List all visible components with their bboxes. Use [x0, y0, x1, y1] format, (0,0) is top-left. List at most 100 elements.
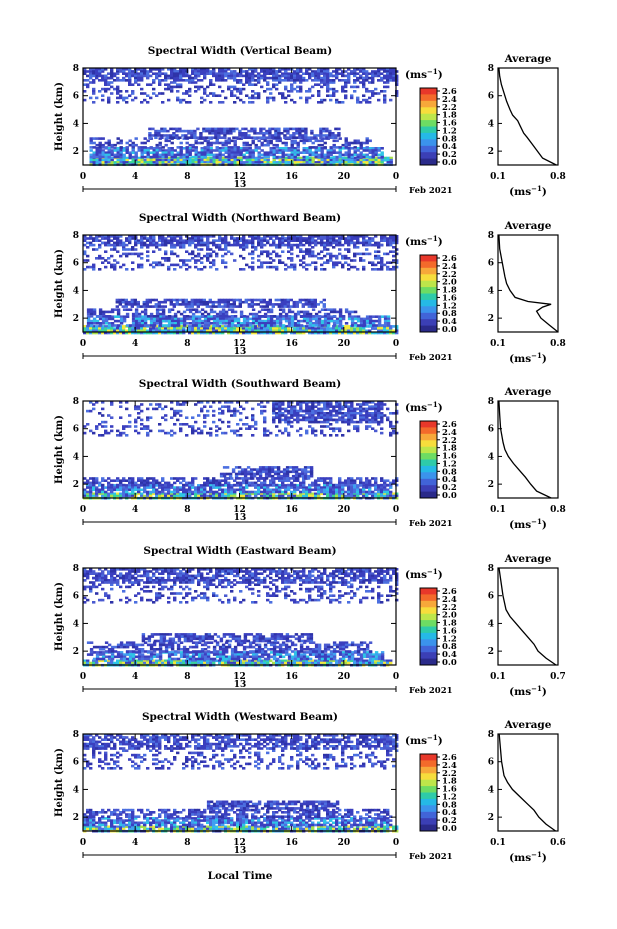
heatmap-cell	[350, 492, 354, 496]
heatmap-cell	[245, 79, 249, 82]
heatmap-cell	[347, 151, 351, 154]
heatmap-cell	[101, 98, 105, 102]
heatmap-cell	[365, 87, 369, 91]
heatmap-cell	[215, 324, 220, 327]
heatmap-cell	[110, 81, 114, 84]
heatmap-cell	[286, 129, 290, 133]
heatmap-cell	[371, 319, 376, 323]
heatmap-cell	[131, 494, 135, 498]
heatmap-cell	[148, 300, 152, 304]
heatmap-cell	[101, 74, 105, 78]
heatmap-cell	[221, 494, 225, 498]
heatmap-cell	[251, 490, 255, 494]
heatmap-cell	[257, 79, 261, 82]
heatmap-cell	[230, 317, 235, 321]
heatmap-cell	[242, 268, 246, 271]
heatmap-cell	[320, 263, 324, 267]
heatmap-cell	[353, 161, 357, 164]
heatmap-cell	[128, 324, 133, 327]
heatmap-cell	[95, 158, 99, 162]
heatmap-cell	[356, 79, 360, 82]
heatmap-cell	[176, 331, 180, 335]
heatmap-cell	[389, 74, 393, 78]
heatmap-cell	[338, 327, 342, 330]
heatmap-cell	[236, 488, 240, 492]
heatmap-cell	[95, 96, 99, 100]
heatmap-cell	[253, 132, 257, 135]
heatmap-cell	[292, 132, 296, 135]
heatmap-cell	[302, 149, 306, 152]
heatmap-cell	[380, 158, 384, 162]
heatmap-cell	[134, 72, 138, 75]
heatmap-cell	[161, 315, 166, 318]
heatmap-cell	[266, 155, 270, 159]
heatmap-cell	[359, 317, 364, 321]
heatmap-cell	[131, 155, 135, 159]
heatmap-cell	[146, 155, 150, 159]
heatmap-cell	[386, 243, 390, 247]
heatmap-cell	[113, 248, 117, 251]
heatmap-cell	[290, 151, 294, 154]
heatmap-cell	[251, 250, 255, 253]
heatmap-cell	[299, 324, 304, 327]
heatmap-cell	[107, 143, 111, 147]
heatmap-cell	[224, 72, 228, 75]
heatmap-cell	[263, 155, 267, 159]
heatmap-cell	[341, 263, 345, 267]
heatmap-cell	[278, 484, 282, 487]
heatmap-cell	[293, 327, 297, 330]
heatmap-cell	[392, 492, 396, 496]
heatmap-cell	[260, 315, 265, 318]
heatmap-cell	[185, 70, 189, 73]
heatmap-cell	[272, 158, 276, 162]
heatmap-cell	[284, 79, 288, 82]
heatmap-cell	[314, 254, 318, 258]
heatmap-cell	[149, 486, 153, 489]
heatmap-cell	[356, 484, 360, 487]
heatmap-cell	[275, 327, 279, 330]
heatmap-cell	[212, 492, 216, 496]
heatmap-cell	[188, 315, 193, 318]
heatmap-cell	[323, 324, 328, 327]
heatmap-cell	[344, 327, 348, 330]
heatmap-cell	[242, 319, 247, 323]
heatmap-cell	[209, 261, 213, 264]
heatmap-cell	[185, 146, 189, 149]
heatmap-cell	[155, 74, 159, 78]
heatmap-cell	[83, 252, 87, 256]
heatmap-cell	[98, 243, 102, 247]
heatmap-cell	[389, 239, 393, 242]
heatmap-cell	[227, 488, 231, 492]
heatmap-cell	[131, 488, 135, 492]
heatmap-cell	[271, 134, 275, 137]
heatmap-cell	[286, 136, 290, 139]
heatmap-cell	[353, 494, 357, 498]
heatmap-cell	[341, 325, 345, 328]
heatmap-cell	[323, 312, 328, 316]
heatmap-cell	[146, 324, 151, 327]
heatmap-cell	[167, 265, 171, 269]
heatmap-cell	[179, 153, 183, 157]
heatmap-cell	[155, 331, 159, 335]
heatmap-cell	[173, 237, 177, 240]
heatmap-cell	[200, 488, 204, 492]
heatmap-cell	[185, 79, 189, 82]
heatmap-cell	[302, 317, 307, 321]
heatmap-cell	[254, 486, 258, 489]
heatmap-cell	[116, 243, 120, 247]
heatmap-cell	[131, 161, 135, 164]
heatmap-cell	[280, 132, 284, 135]
heatmap-cell	[122, 327, 126, 330]
heatmap-cell	[134, 70, 138, 73]
heatmap-cell	[170, 327, 174, 330]
heatmap-cell	[281, 155, 285, 159]
heatmap-cell	[140, 329, 144, 333]
heatmap-cell	[362, 68, 366, 71]
heatmap-cell	[131, 70, 135, 73]
heatmap-cell	[338, 161, 342, 164]
heatmap-cell	[107, 261, 111, 264]
heatmap-cell	[152, 155, 156, 159]
heatmap-cell	[359, 252, 363, 256]
heatmap-cell	[284, 315, 289, 318]
heatmap-cell	[286, 303, 290, 306]
